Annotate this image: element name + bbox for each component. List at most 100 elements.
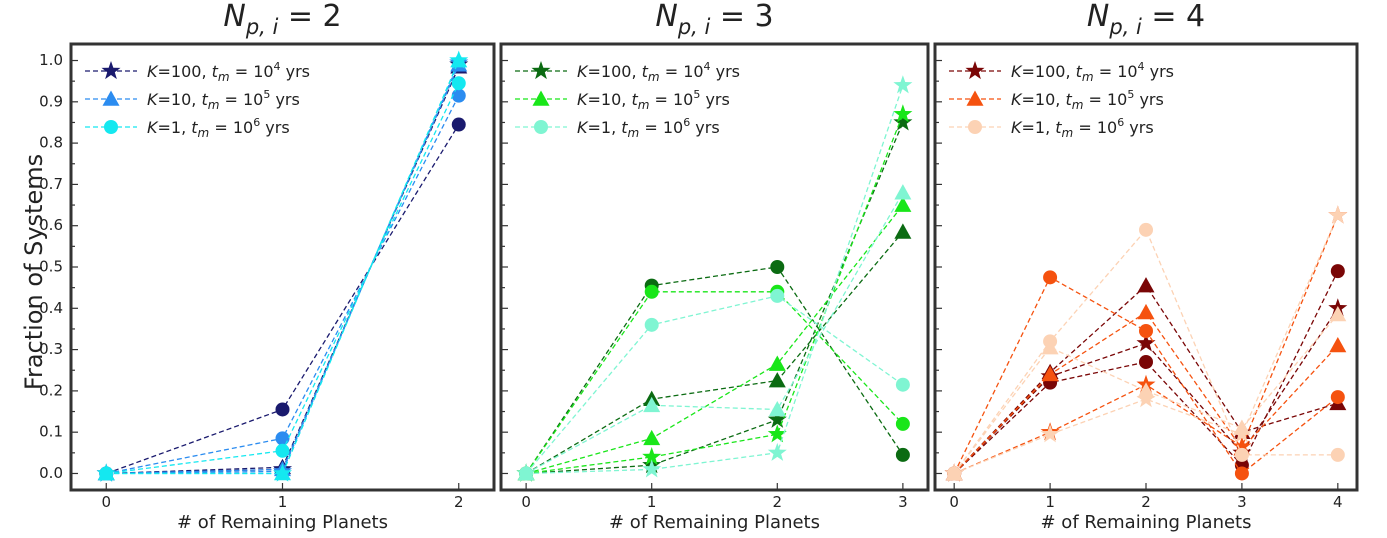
data-point bbox=[1137, 303, 1155, 320]
data-point bbox=[642, 446, 662, 466]
data-point bbox=[1137, 277, 1155, 293]
data-point bbox=[1139, 324, 1153, 339]
data-point bbox=[451, 117, 466, 132]
data-point bbox=[895, 447, 910, 462]
x-axis-label: # of Remaining Planets bbox=[177, 512, 388, 533]
series-circle-7 bbox=[519, 288, 910, 481]
chart-panel-3: Np, i = 4 0 1 2 3 4 # of Remaining Planets K=10… bbox=[933, 0, 1359, 533]
data-point bbox=[1330, 447, 1345, 462]
legend-marker bbox=[104, 120, 118, 134]
series-line bbox=[525, 192, 904, 475]
series-triangle-5 bbox=[517, 196, 912, 481]
plot-frame bbox=[499, 42, 930, 492]
data-point bbox=[895, 416, 910, 431]
legend-entry: K=1, tm = 106 yrs bbox=[1011, 116, 1154, 140]
data-point bbox=[944, 463, 964, 482]
legend: K=100, tm = 104 yrs K=10, tm = 105 yrs K=1… bbox=[85, 60, 310, 140]
data-point bbox=[451, 88, 466, 103]
series-line bbox=[525, 266, 904, 474]
data-point bbox=[1136, 333, 1156, 352]
y-tick-label: 0.1 bbox=[39, 423, 63, 441]
series-star-3 bbox=[516, 112, 913, 482]
data-point bbox=[1139, 222, 1153, 237]
series-line bbox=[525, 295, 904, 474]
data-point bbox=[768, 372, 786, 388]
x-tick-label: 4 bbox=[1333, 493, 1343, 511]
series-line bbox=[953, 215, 1339, 475]
legend-marker bbox=[534, 120, 548, 134]
data-point bbox=[1232, 424, 1252, 443]
data-point bbox=[643, 429, 661, 446]
legend-entry: K=100, tm = 104 yrs bbox=[1011, 60, 1174, 84]
y-tick-label: 0.4 bbox=[39, 299, 63, 317]
y-tick-label: 0.2 bbox=[39, 381, 63, 399]
data-point bbox=[770, 288, 785, 303]
y-tick-label: 0.5 bbox=[39, 258, 63, 276]
series-star-6 bbox=[516, 104, 913, 482]
series-star-9 bbox=[944, 205, 1348, 482]
data-point bbox=[275, 402, 290, 417]
legend-entry: K=10, tm = 105 yrs bbox=[1011, 88, 1164, 112]
series-line bbox=[953, 228, 1338, 474]
panel-title: Np, i = 2 bbox=[223, 0, 341, 39]
data-point bbox=[644, 317, 659, 332]
data-point bbox=[1330, 390, 1345, 405]
legend-entry: K=100, tm = 104 yrs bbox=[147, 60, 310, 84]
series-triangle-8 bbox=[517, 184, 912, 481]
data-point bbox=[893, 104, 913, 123]
data-point bbox=[1330, 264, 1345, 279]
data-point bbox=[893, 112, 913, 131]
legend-entry: K=10, tm = 105 yrs bbox=[147, 88, 300, 112]
data-point bbox=[1139, 354, 1153, 369]
series-circle-4 bbox=[519, 284, 910, 481]
data-point bbox=[895, 377, 910, 392]
data-point bbox=[1043, 270, 1058, 285]
data-point bbox=[768, 355, 786, 371]
series-circle-1 bbox=[99, 117, 466, 481]
panels: Np, i = 2 0.0 0.1 0.2 0.3 0.4 0.5 0.6 0.7 0.8 0.9 1… bbox=[39, 0, 1359, 533]
series-circle-1 bbox=[947, 264, 1345, 481]
x-tick-label: 2 bbox=[773, 493, 783, 511]
y-tick-label: 0.0 bbox=[39, 464, 63, 482]
data-point bbox=[1040, 424, 1060, 443]
x-tick-label: 2 bbox=[1141, 493, 1151, 511]
data-point bbox=[894, 196, 912, 212]
series-line bbox=[525, 231, 904, 475]
data-point bbox=[275, 443, 290, 458]
data-point bbox=[1329, 336, 1347, 353]
series-line bbox=[106, 95, 460, 475]
series-line bbox=[953, 307, 1339, 474]
data-point bbox=[768, 400, 786, 417]
data-point bbox=[1136, 389, 1156, 408]
legend: K=100, tm = 104 yrs K=10, tm = 105 yrs K=1… bbox=[515, 60, 740, 140]
data-point bbox=[770, 260, 785, 274]
data-point bbox=[1232, 436, 1252, 455]
data-point bbox=[451, 76, 466, 91]
x-tick-label: 1 bbox=[647, 493, 657, 511]
data-point bbox=[449, 50, 469, 69]
series-circle-4 bbox=[99, 88, 466, 481]
legend-marker bbox=[531, 61, 551, 80]
data-point bbox=[96, 463, 116, 482]
data-point bbox=[1328, 205, 1348, 224]
data-point bbox=[642, 459, 662, 478]
legend-marker bbox=[966, 90, 984, 106]
data-point bbox=[516, 463, 536, 482]
y-tick-label: 0.7 bbox=[39, 175, 63, 193]
series-star-6 bbox=[96, 52, 469, 482]
legend-marker bbox=[968, 120, 982, 134]
series-line bbox=[526, 113, 904, 475]
legend-marker bbox=[102, 90, 120, 106]
series-circle-7 bbox=[947, 222, 1345, 481]
x-tick-label: 0 bbox=[521, 493, 531, 511]
x-tick-label: 0 bbox=[949, 493, 959, 511]
data-point bbox=[643, 396, 661, 413]
data-point bbox=[644, 284, 659, 299]
data-point bbox=[1041, 339, 1059, 355]
plot-frame bbox=[69, 42, 496, 492]
data-point bbox=[1329, 305, 1347, 322]
data-point bbox=[767, 409, 787, 428]
panel-title: Np, i = 4 bbox=[1087, 0, 1205, 39]
data-point bbox=[893, 75, 913, 94]
